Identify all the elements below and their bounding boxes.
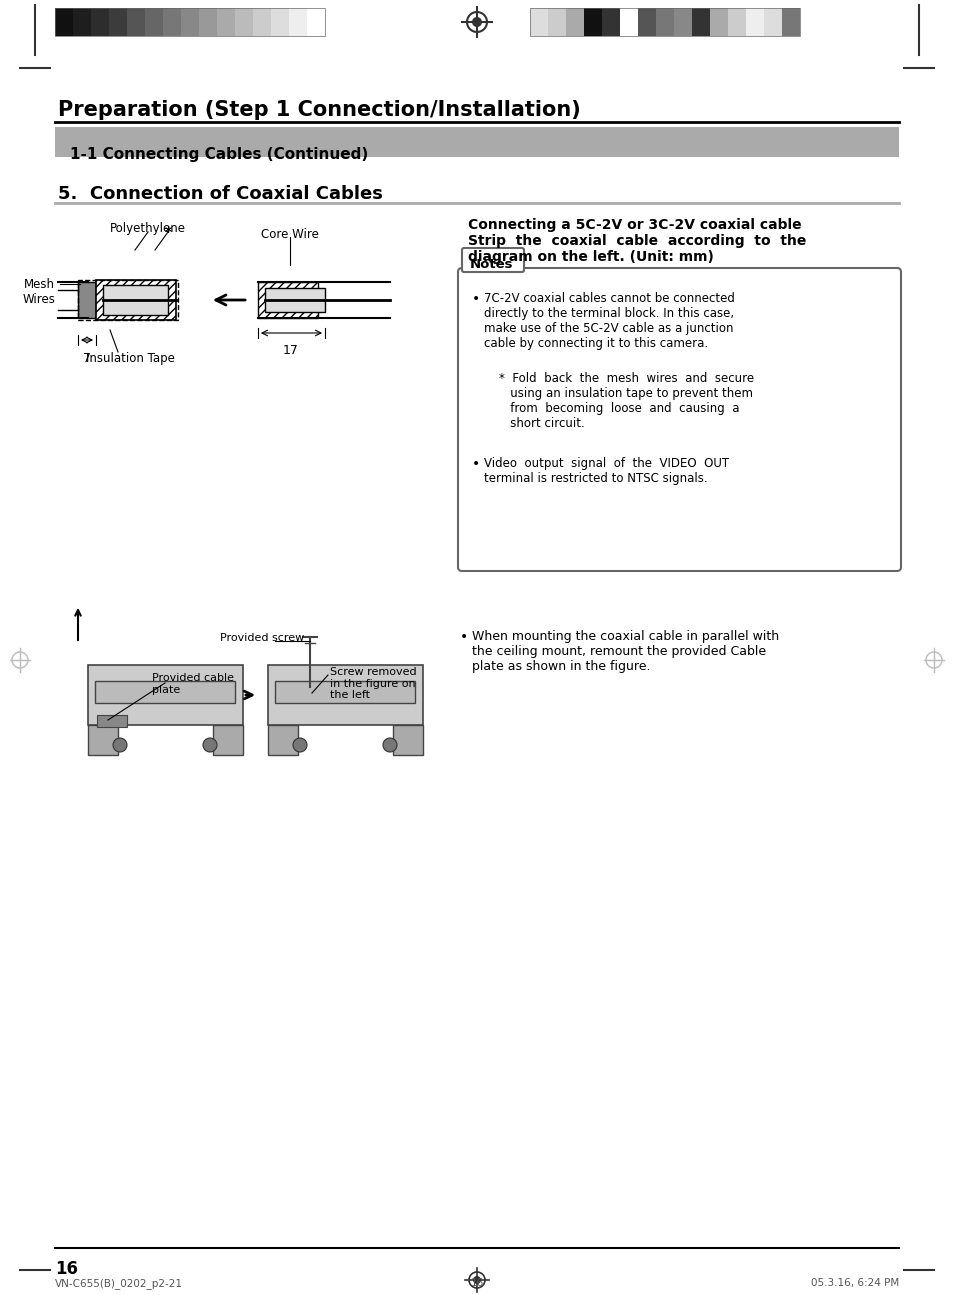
Bar <box>55 8 325 36</box>
Bar <box>163 8 181 36</box>
Bar <box>583 8 601 36</box>
Text: 05.3.16, 6:24 PM: 05.3.16, 6:24 PM <box>810 1278 898 1289</box>
Bar <box>727 8 745 36</box>
Bar <box>673 8 691 36</box>
Text: •: • <box>472 291 479 306</box>
Bar <box>619 8 638 36</box>
Bar <box>96 280 175 320</box>
Text: Screw removed
in the figure on
the left: Screw removed in the figure on the left <box>330 667 416 701</box>
Text: 17: 17 <box>283 344 298 357</box>
Circle shape <box>472 17 481 27</box>
Bar <box>181 8 199 36</box>
Text: Polyethylene: Polyethylene <box>110 221 186 234</box>
Bar <box>265 287 325 312</box>
Circle shape <box>112 738 127 752</box>
Text: *  Fold  back  the  mesh  wires  and  secure
       using an insulation tape to : * Fold back the mesh wires and secure us… <box>483 372 753 430</box>
Bar <box>145 8 163 36</box>
Bar <box>73 8 91 36</box>
Bar <box>88 725 118 755</box>
Bar <box>745 8 763 36</box>
Bar <box>656 8 673 36</box>
FancyBboxPatch shape <box>457 268 900 571</box>
Bar <box>781 8 800 36</box>
Bar <box>55 127 898 157</box>
Bar <box>88 666 243 725</box>
Bar <box>565 8 583 36</box>
Bar <box>253 8 271 36</box>
Bar <box>268 666 422 725</box>
Bar <box>97 715 127 726</box>
Circle shape <box>382 738 396 752</box>
Text: 1-1 Connecting Cables (Continued): 1-1 Connecting Cables (Continued) <box>70 148 368 162</box>
Bar <box>393 725 422 755</box>
Text: Connecting a 5C-2V or 3C-2V coaxial cable: Connecting a 5C-2V or 3C-2V coaxial cabl… <box>468 218 801 232</box>
Text: Provided screw: Provided screw <box>219 633 304 644</box>
Text: diagram on the left. (Unit: mm): diagram on the left. (Unit: mm) <box>468 250 713 264</box>
Text: 5.  Connection of Coaxial Cables: 5. Connection of Coaxial Cables <box>58 185 382 203</box>
Text: Insulation Tape: Insulation Tape <box>86 352 174 365</box>
FancyBboxPatch shape <box>461 249 523 272</box>
Text: 16: 16 <box>470 1278 483 1289</box>
Bar <box>103 285 168 315</box>
Bar <box>271 8 289 36</box>
Bar <box>127 8 145 36</box>
Bar <box>530 8 800 36</box>
Bar <box>78 280 178 320</box>
Text: VN-C655(B)_0202_p2-21: VN-C655(B)_0202_p2-21 <box>55 1278 183 1289</box>
Bar <box>234 8 253 36</box>
Bar <box>691 8 709 36</box>
Bar <box>91 8 109 36</box>
Text: Preparation (Step 1 Connection/Installation): Preparation (Step 1 Connection/Installat… <box>58 100 580 120</box>
Bar <box>257 282 317 319</box>
Bar <box>213 725 243 755</box>
Text: Strip  the  coaxial  cable  according  to  the: Strip the coaxial cable according to the <box>468 234 805 249</box>
Circle shape <box>203 738 216 752</box>
Text: *: * <box>164 225 172 240</box>
Text: Video  output  signal  of  the  VIDEO  OUT
terminal is restricted to NTSC signal: Video output signal of the VIDEO OUT ter… <box>483 457 728 486</box>
Bar <box>55 8 73 36</box>
Bar <box>601 8 619 36</box>
Bar <box>95 681 234 703</box>
Bar <box>307 8 325 36</box>
Text: 16: 16 <box>55 1260 78 1278</box>
Text: When mounting the coaxial cable in parallel with
the ceiling mount, remount the : When mounting the coaxial cable in paral… <box>472 629 779 673</box>
Circle shape <box>293 738 307 752</box>
Bar <box>763 8 781 36</box>
Text: Notes: Notes <box>470 258 513 271</box>
Text: •: • <box>472 457 479 471</box>
Bar <box>530 8 547 36</box>
Bar <box>547 8 565 36</box>
Bar <box>289 8 307 36</box>
Text: 7: 7 <box>83 352 91 365</box>
Text: Provided cable
plate: Provided cable plate <box>152 673 233 694</box>
Bar <box>638 8 656 36</box>
Circle shape <box>473 1276 480 1285</box>
Text: Mesh
Wires: Mesh Wires <box>22 278 55 306</box>
Bar <box>216 8 234 36</box>
Text: •: • <box>459 629 468 644</box>
Text: Core Wire: Core Wire <box>261 228 318 241</box>
Bar <box>709 8 727 36</box>
Bar <box>268 725 297 755</box>
Bar <box>274 681 415 703</box>
Text: 7C-2V coaxial cables cannot be connected
directly to the terminal block. In this: 7C-2V coaxial cables cannot be connected… <box>483 291 734 350</box>
Bar <box>78 282 96 319</box>
Bar <box>199 8 216 36</box>
Bar <box>109 8 127 36</box>
